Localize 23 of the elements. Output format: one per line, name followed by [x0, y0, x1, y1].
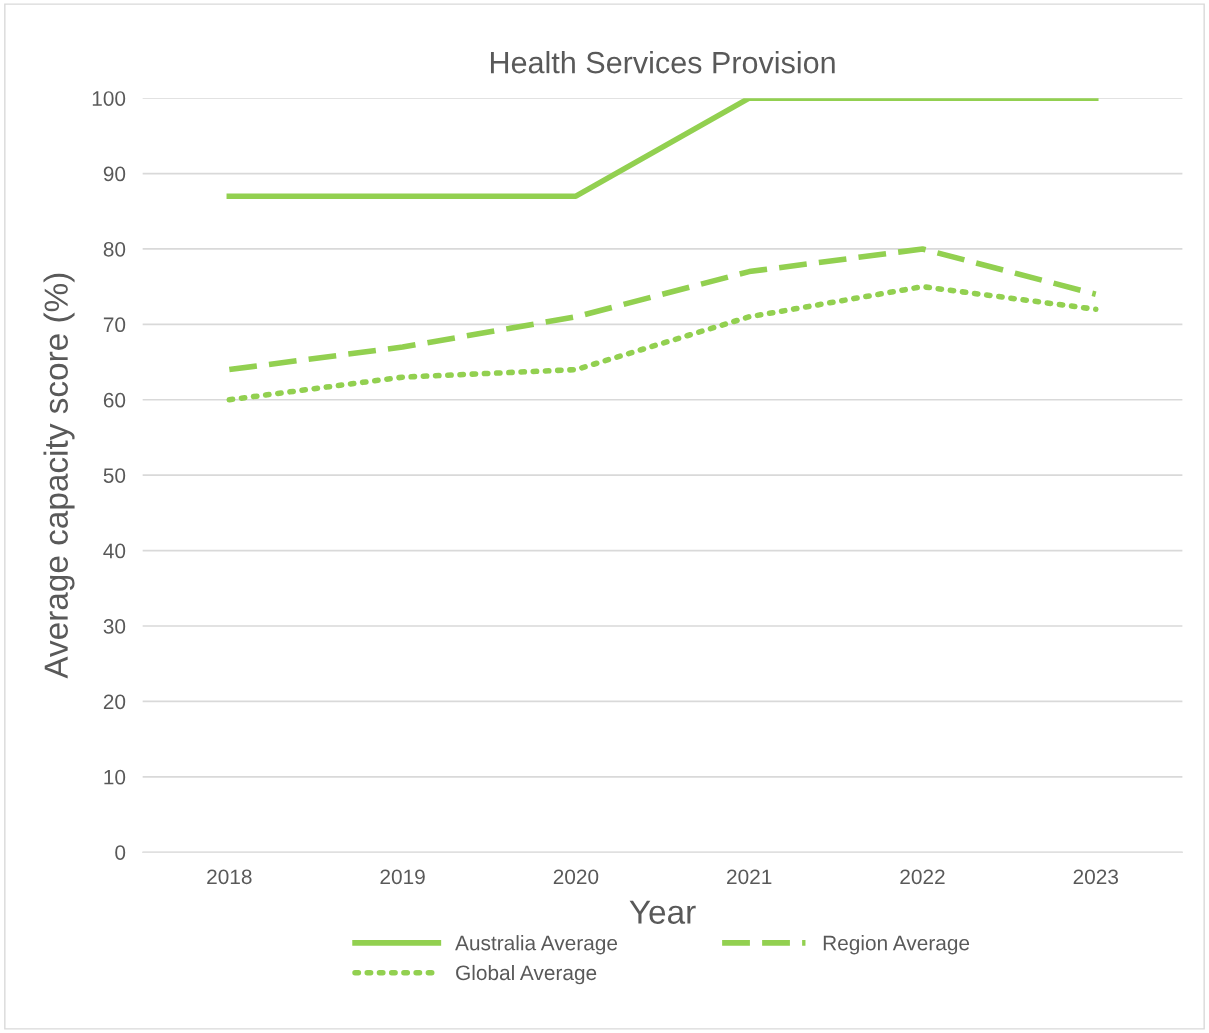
legend-label: Global Average: [456, 964, 597, 985]
y-tick-label: 40: [103, 543, 126, 559]
y-tick-label: 0: [115, 845, 126, 860]
y-tick-label: 60: [103, 392, 126, 408]
legend-label: Australia Average: [455, 935, 618, 955]
y-tick-label: 20: [103, 694, 126, 710]
y-tick-label: 50: [103, 468, 126, 483]
x-tick-label: 2023: [1073, 869, 1119, 885]
y-tick-label: 90: [103, 166, 126, 182]
y-tick-label: 10: [104, 769, 126, 785]
y-axis-title: Average capacity score (%): [43, 273, 75, 679]
y-tick-label: 100: [92, 91, 126, 106]
y-tick-label: 70: [103, 317, 126, 333]
x-axis-title: Year: [629, 900, 696, 924]
legend-label: Region Average: [823, 935, 970, 955]
x-tick-label: 2018: [207, 869, 252, 885]
chart-title: Health Services Provision: [490, 50, 835, 74]
y-tick-label: 80: [103, 241, 126, 257]
x-tick-label: 2021: [727, 869, 772, 885]
y-tick-label: 30: [103, 619, 126, 634]
x-tick-label: 2020: [553, 869, 599, 885]
x-tick-label: 2022: [900, 869, 945, 885]
x-tick-label: 2019: [380, 869, 425, 885]
